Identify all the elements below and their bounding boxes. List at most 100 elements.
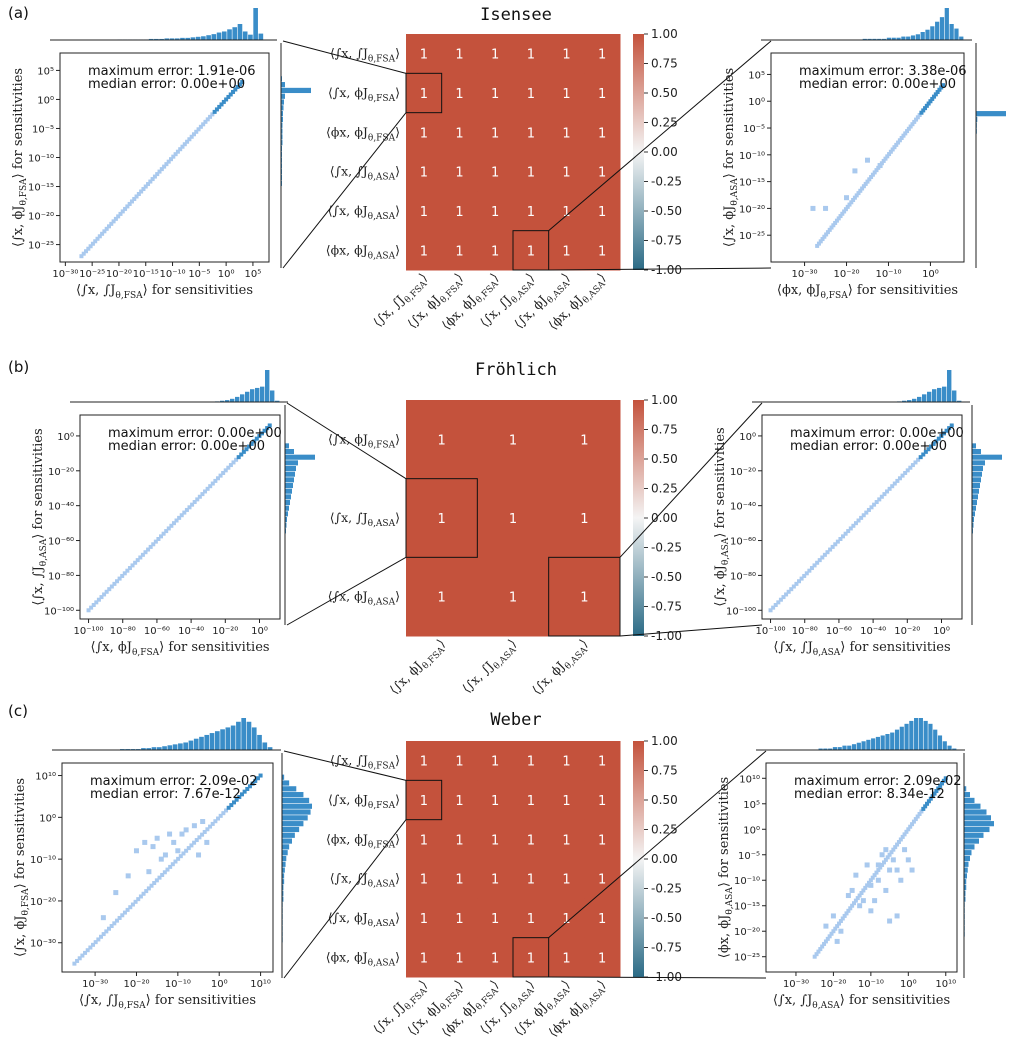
- colorbar-tick-label: -0.50: [651, 204, 682, 218]
- scatter-point: [86, 246, 91, 251]
- histogram-bar: [976, 116, 978, 123]
- heatmap-cell-value: 1: [420, 205, 428, 220]
- heatmap-cell: [406, 112, 443, 153]
- x-tick-label: 10⁻³⁰: [783, 979, 809, 990]
- scatter-point: [205, 486, 210, 491]
- scatter-point: [879, 852, 885, 858]
- heatmap-cell: [477, 557, 550, 637]
- scatter-point: [244, 447, 249, 452]
- scatter-point: [947, 426, 952, 431]
- heatmap-cell-value: 1: [562, 755, 570, 770]
- heatmap-cell: [441, 73, 478, 114]
- x-tick-label: 10⁻¹⁰⁰: [756, 626, 786, 637]
- heatmap-cell: [513, 937, 550, 978]
- histogram-bar: [901, 36, 906, 40]
- y-tick-label: 10⁻⁶⁰: [730, 537, 756, 548]
- scatter-point: [196, 852, 202, 858]
- scatter-point: [897, 476, 902, 481]
- colorbar-tick-label: 0.75: [651, 57, 678, 71]
- scatter-point: [891, 847, 896, 852]
- histogram-bar: [282, 890, 284, 896]
- scatter-point: [221, 470, 226, 475]
- histogram-bar: [972, 517, 974, 523]
- scatter-point: [205, 827, 210, 832]
- colorbar: 1.00 0.75 0.50 0.25 0.00 -0.25 -0.50 -0.75 -1.00: [633, 734, 682, 984]
- scatter-point: [143, 184, 148, 189]
- colorbar-tick-label: -0.25: [651, 175, 682, 189]
- histogram-bar: [275, 400, 280, 402]
- histogram-bar: [851, 744, 857, 750]
- heatmap-cell: [513, 73, 550, 114]
- left-scatter: 10⁻³⁰ 10⁻²⁰ 10⁻¹⁰ 10⁰ 10¹⁰ 10¹⁰ 10⁰ 10⁻¹⁰ 10⁻²⁰ 1…: [13, 718, 312, 1011]
- heatmap-row-label-text: ⟨∫x, ϕJθ,FSA⟩: [328, 792, 400, 811]
- connector-line: [282, 112, 407, 269]
- y-tick-label: 10¹⁰: [739, 774, 760, 785]
- scatter-point: [77, 956, 82, 961]
- scatter-point: [869, 505, 874, 510]
- histogram-bar: [920, 32, 925, 40]
- x-tick-label: 10⁻⁴⁰: [860, 626, 886, 637]
- scatter-point: [170, 862, 175, 867]
- y-tick-label: 10⁻⁵: [743, 124, 765, 135]
- scatter-point: [872, 898, 878, 904]
- histogram-bar: [151, 747, 157, 750]
- heatmap-cell: [406, 230, 443, 271]
- scatter-point: [877, 163, 883, 169]
- y-tick-label: 10⁻⁶⁰: [48, 537, 74, 548]
- scatter-point: [906, 827, 911, 832]
- scatter-point: [909, 867, 915, 873]
- scatter-point: [239, 452, 244, 457]
- scatter-point: [109, 221, 114, 226]
- scatter-point: [812, 954, 817, 959]
- scatter-point: [195, 497, 200, 502]
- histogram-bar: [902, 400, 907, 402]
- heatmap-row-label-text: ⟨ϕx, ϕJθ,FSA⟩: [326, 831, 400, 850]
- histogram-bar: [282, 861, 286, 867]
- x-tick-label: 10¹⁰: [250, 979, 271, 990]
- scatter-point: [881, 860, 886, 865]
- scatter-point: [212, 109, 217, 114]
- histogram-bar: [964, 896, 966, 902]
- histogram-bar: [282, 838, 292, 844]
- y-tick-label: 10⁻⁸⁰: [730, 571, 756, 582]
- scatter-point: [162, 870, 167, 875]
- scatter-point: [823, 205, 829, 211]
- x-tick-label: 10⁻⁴⁰: [178, 626, 204, 637]
- scatter-point: [847, 202, 852, 207]
- scatter-point: [125, 568, 130, 573]
- heatmap-cell: [441, 859, 478, 899]
- x-axis-label-text: ⟨∫x, ϕJθ,FSA⟩ for sensitivities: [90, 640, 269, 658]
- scatter-point: [184, 507, 189, 512]
- scatter-point: [179, 831, 185, 837]
- heatmap-cell: [584, 191, 621, 232]
- scatter-point: [917, 811, 922, 816]
- heatmap-cell-value: 1: [527, 873, 535, 888]
- scatter-point: [794, 581, 799, 586]
- heatmap-cell-value: 1: [491, 912, 499, 927]
- histogram-bar: [907, 400, 912, 402]
- scatter-point: [852, 901, 857, 906]
- y-axis-label-text: ⟨∫x, ϕJθ,ASA⟩ for sensitivities: [722, 68, 740, 247]
- scatter-point: [831, 223, 836, 228]
- scatter-point: [935, 90, 940, 95]
- histogram-bar: [251, 727, 257, 750]
- heatmap-cell-value: 1: [491, 833, 499, 848]
- highlight-box: [512, 230, 550, 271]
- scatter-point: [910, 822, 915, 827]
- scatter-point: [96, 937, 101, 942]
- y-tick-label: 10⁻¹⁵: [28, 183, 54, 194]
- heatmap-cell-value: 1: [562, 833, 570, 848]
- scatter-point: [930, 794, 935, 799]
- scatter-point: [825, 230, 830, 235]
- highlight-box: [548, 556, 621, 637]
- heatmap-row-label: ⟨ϕx, ϕJθ,ASA⟩: [326, 242, 400, 261]
- heatmap-cell-value: 1: [455, 87, 463, 102]
- heatmap-cell-value: 1: [491, 873, 499, 888]
- heatmap-cell: [477, 191, 514, 232]
- scatter-point: [104, 589, 109, 594]
- x-tick-label: 10⁻¹⁰: [875, 269, 901, 280]
- x-axis-label: ⟨∫x, ∫Jθ,FSA⟩ for sensitivities: [76, 283, 253, 301]
- scatter-point: [192, 500, 197, 505]
- y-tick-label: 10⁻²⁰: [734, 927, 760, 938]
